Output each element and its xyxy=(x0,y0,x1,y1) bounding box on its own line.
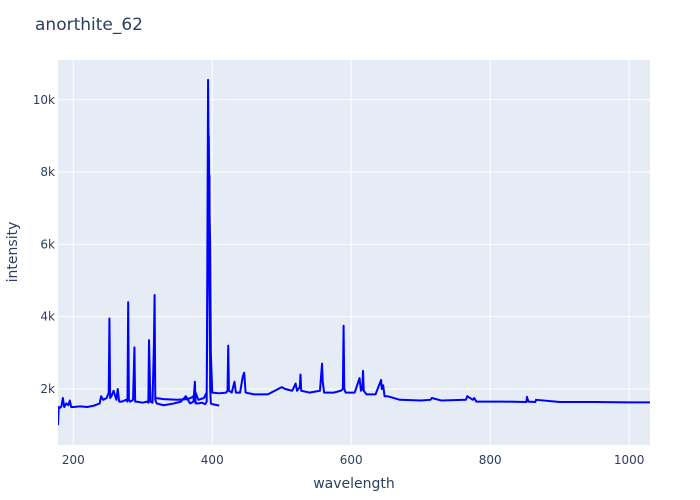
y-tick-label: 8k xyxy=(40,165,55,179)
y-tick-label: 6k xyxy=(40,237,55,251)
grid xyxy=(58,60,650,445)
marks xyxy=(58,78,650,426)
spectrum-line xyxy=(58,78,650,426)
x-tick-label: 400 xyxy=(201,453,224,467)
plot-area xyxy=(58,60,650,445)
x-tick-label: 1000 xyxy=(614,453,645,467)
y-tick-label: 4k xyxy=(40,310,55,324)
x-tick-label: 600 xyxy=(340,453,363,467)
y-tick-label: 2k xyxy=(40,382,55,396)
x-tick-label: 800 xyxy=(479,453,502,467)
x-tick-label: 200 xyxy=(62,453,85,467)
x-axis-title: wavelength xyxy=(313,476,395,492)
y-axis-title: intensity xyxy=(5,222,21,283)
chart-title: anorthite_62 xyxy=(35,15,143,35)
y-tick-label: 10k xyxy=(33,93,55,107)
